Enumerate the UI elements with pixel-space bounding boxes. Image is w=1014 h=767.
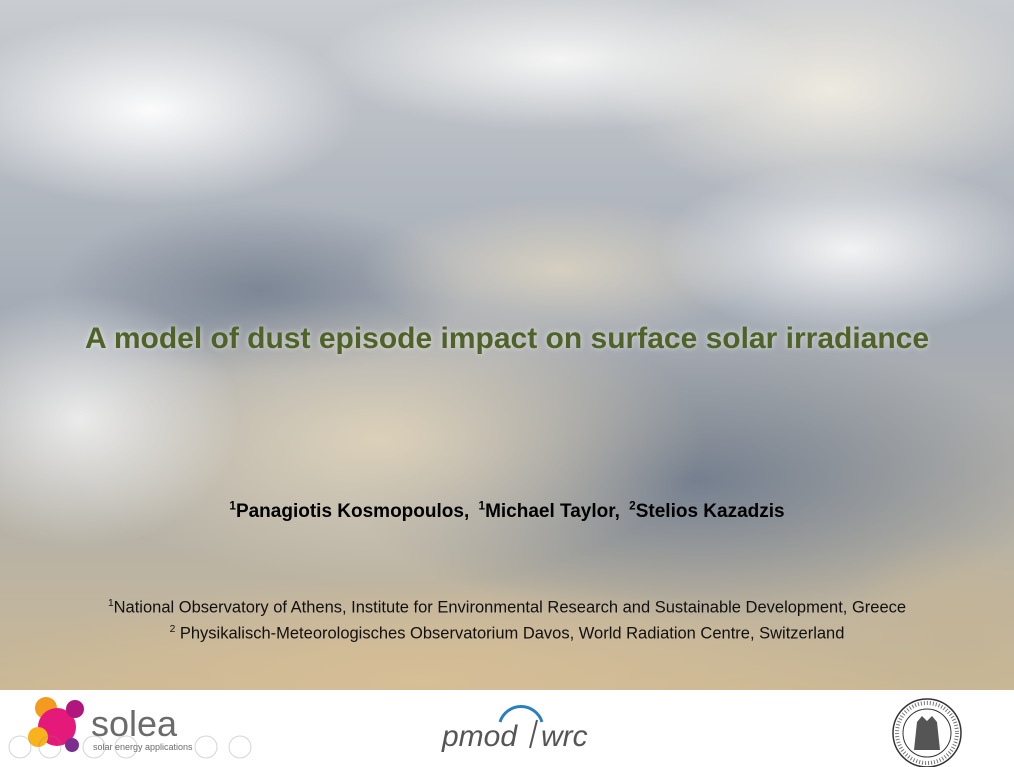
author-name: Stelios Kazadzis (635, 501, 785, 523)
author-sup: 2 (629, 500, 636, 513)
logo-dot (65, 738, 79, 752)
control-button[interactable] (228, 735, 252, 759)
author-name: Panagiotis Kosmopoulos, (235, 501, 470, 523)
author-sup: 1 (229, 500, 236, 513)
logo-dot (66, 700, 84, 718)
slideshow-controls (8, 735, 252, 759)
affiliation-sup: 2 (169, 623, 176, 635)
seal-figure (914, 716, 940, 750)
slide-title: A model of dust episode impact on surfac… (84, 322, 930, 355)
solea-name: solea (91, 703, 178, 744)
satellite-background (0, 0, 1014, 690)
author: 1Panagiotis Kosmopoulos, (229, 500, 470, 523)
control-button[interactable] (114, 735, 138, 759)
affiliation-text: Physikalisch-Meteorologisches Observator… (179, 624, 845, 642)
solea-tagline: solar energy applications (93, 742, 193, 752)
pmod-slash (529, 719, 538, 749)
pmod-left: pmod (441, 720, 518, 753)
affiliation-sup: 1 (107, 598, 114, 609)
affiliation: 2 Physikalisch-Meteorologisches Observat… (0, 619, 1014, 645)
logos: solea solar energy applications pmod wrc (8, 697, 962, 767)
seal-lettering (895, 701, 959, 765)
author-sup: 1 (478, 500, 486, 513)
control-button[interactable] (194, 735, 218, 759)
author: 1Michael Taylor, (478, 500, 620, 523)
pmod-right: wrc (541, 720, 588, 753)
author-name: Michael Taylor, (485, 501, 620, 523)
affiliation-text: National Observatory of Athens, Institut… (113, 598, 907, 617)
control-button[interactable] (82, 735, 106, 759)
logo-dot (28, 727, 48, 747)
control-button[interactable] (38, 735, 62, 759)
affiliations: 1National Observatory of Athens, Institu… (0, 593, 1014, 644)
control-button[interactable] (8, 735, 32, 759)
pmod-logo: pmod wrc (441, 705, 588, 753)
seal-ring (902, 708, 952, 758)
logo-bar: solea solar energy applications pmod wrc (0, 690, 1014, 767)
pmod-arc (498, 705, 544, 723)
author: 2Stelios Kazadzis (629, 500, 785, 523)
authors: 1Panagiotis Kosmopoulos, 1Michael Taylor… (0, 500, 1014, 523)
affiliation: 1National Observatory of Athens, Institu… (0, 593, 1014, 619)
observatory-seal (892, 698, 962, 767)
solea-logo: solea solar energy applications (28, 697, 193, 752)
